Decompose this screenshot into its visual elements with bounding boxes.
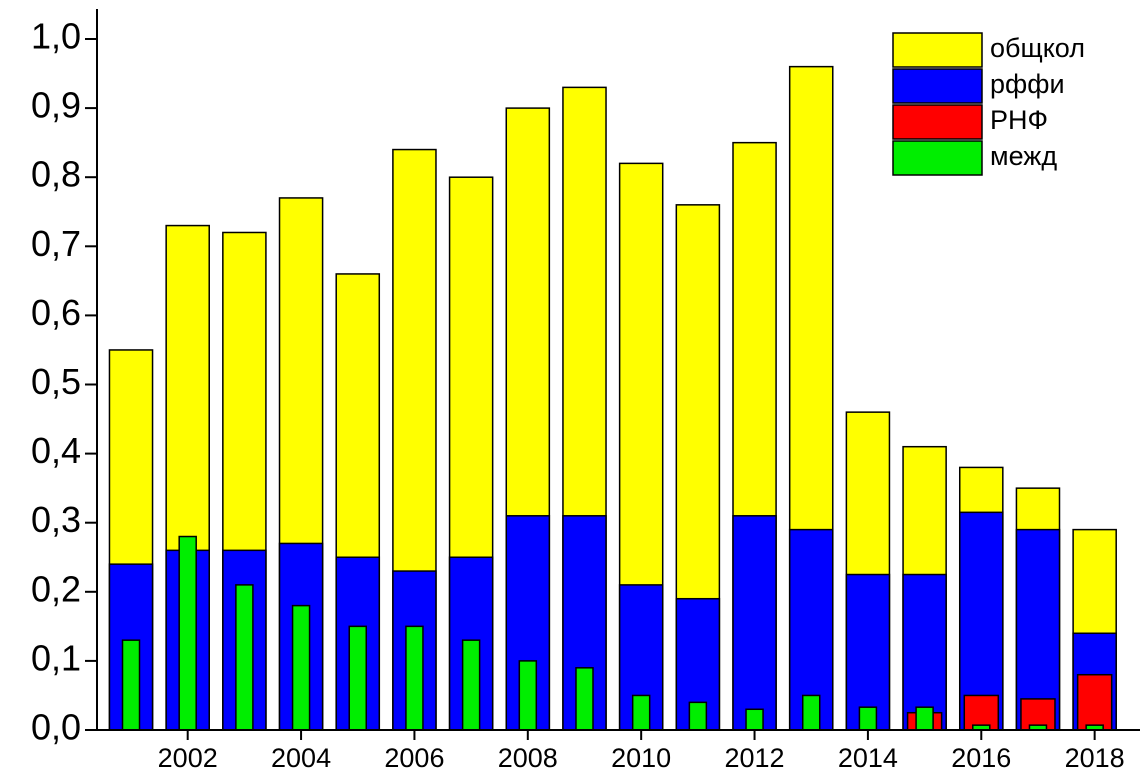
bar bbox=[405, 625, 424, 731]
bar bbox=[178, 535, 197, 731]
legend-swatch bbox=[892, 140, 983, 176]
legend-swatch bbox=[892, 104, 983, 140]
bar bbox=[915, 706, 934, 731]
y-tick-label: 0,8 bbox=[31, 154, 81, 195]
bar bbox=[958, 511, 1004, 731]
legend-label: рффи bbox=[990, 69, 1065, 99]
bar bbox=[631, 694, 651, 731]
x-tick-label: 2010 bbox=[611, 743, 671, 773]
bar bbox=[688, 701, 708, 731]
bar bbox=[291, 604, 311, 731]
bar bbox=[858, 706, 878, 731]
x-tick-label: 2004 bbox=[271, 743, 331, 773]
legend-swatch bbox=[892, 68, 983, 104]
y-tick-label: 0,5 bbox=[31, 361, 81, 402]
y-tick-label: 0,9 bbox=[31, 85, 81, 126]
y-tick-label: 1,0 bbox=[31, 16, 81, 57]
x-tick-label: 2008 bbox=[498, 743, 558, 773]
y-tick-label: 0,4 bbox=[31, 430, 81, 471]
x-tick-label: 2016 bbox=[951, 743, 1011, 773]
bar bbox=[235, 584, 254, 731]
bar bbox=[801, 694, 821, 731]
bar bbox=[1076, 673, 1113, 731]
bar bbox=[732, 515, 777, 731]
bar bbox=[121, 639, 141, 731]
y-tick-label: 0,7 bbox=[31, 223, 81, 264]
bar bbox=[518, 660, 538, 731]
bar bbox=[745, 708, 764, 731]
legend-label: РНФ bbox=[990, 105, 1048, 135]
y-tick-label: 0,0 bbox=[31, 707, 81, 748]
x-tick-label: 2014 bbox=[838, 743, 898, 773]
x-tick-label: 2006 bbox=[384, 743, 444, 773]
x-tick-label: 2012 bbox=[725, 743, 785, 773]
x-tick-label: 2018 bbox=[1065, 743, 1125, 773]
bar bbox=[575, 667, 594, 731]
legend-swatch bbox=[892, 32, 983, 68]
legend-label: межд bbox=[990, 141, 1057, 171]
x-tick-label: 2002 bbox=[158, 743, 218, 773]
y-tick-label: 0,2 bbox=[31, 568, 81, 609]
bar bbox=[845, 573, 891, 731]
y-tick-label: 0,6 bbox=[31, 292, 81, 333]
bar bbox=[348, 625, 368, 731]
legend-label: общкол bbox=[990, 33, 1085, 63]
y-tick-label: 0,1 bbox=[31, 637, 81, 678]
bar bbox=[461, 639, 481, 731]
bar bbox=[963, 694, 1000, 731]
y-tick-label: 0,3 bbox=[31, 499, 81, 540]
